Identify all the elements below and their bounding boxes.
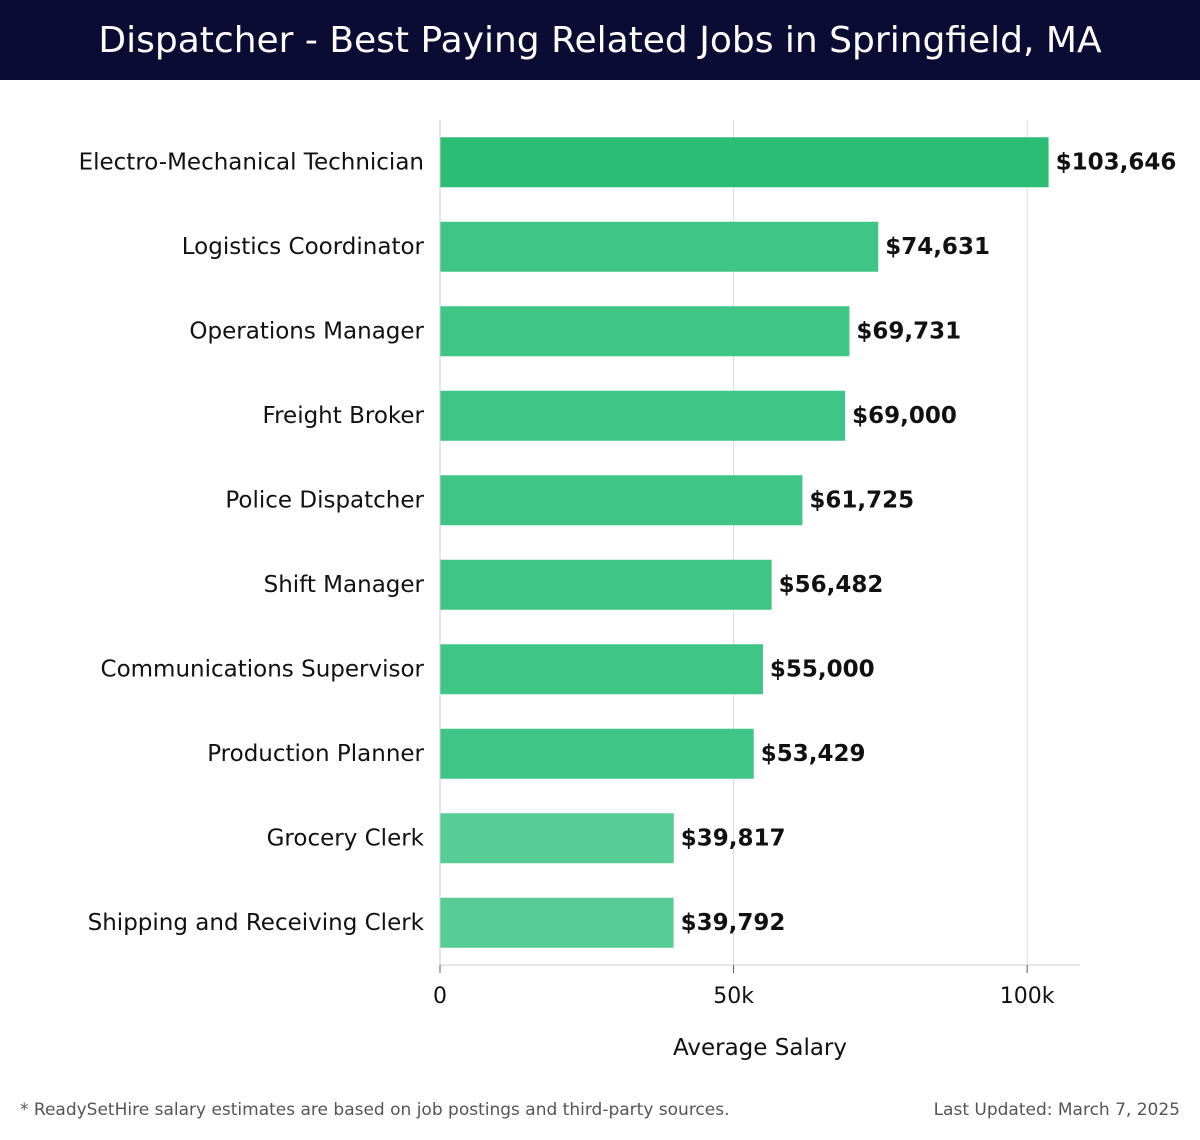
- category-label-2: Operations Manager: [189, 318, 424, 344]
- value-labels: $103,646 $74,631 $69,731 $69,000 $61,725 $56,…: [681, 149, 1177, 936]
- category-label-1: Logistics Coordinator: [182, 234, 425, 260]
- category-label-3: Freight Broker: [263, 403, 425, 429]
- category-label-5: Shift Manager: [264, 572, 425, 598]
- bar-8[interactable]: [440, 813, 674, 864]
- x-axis: 0 50k 100k: [433, 120, 1080, 1009]
- value-label-7: $53,429: [761, 741, 866, 767]
- category-label-0: Electro-Mechanical Technician: [79, 149, 424, 175]
- bar-0[interactable]: [440, 137, 1049, 188]
- value-label-4: $61,725: [809, 487, 914, 513]
- value-label-2: $69,731: [856, 318, 961, 344]
- value-label-0: $103,646: [1056, 149, 1177, 175]
- bar-1[interactable]: [440, 221, 879, 272]
- bar-6[interactable]: [440, 644, 763, 695]
- category-label-4: Police Dispatcher: [225, 487, 424, 513]
- value-label-8: $39,817: [681, 825, 786, 851]
- bar-9[interactable]: [440, 897, 674, 948]
- bars: [440, 137, 1049, 948]
- category-label-7: Production Planner: [207, 741, 424, 767]
- bar-2[interactable]: [440, 306, 850, 357]
- category-label-8: Grocery Clerk: [267, 825, 425, 851]
- x-tick-label-0: 0: [433, 984, 447, 1009]
- value-label-6: $55,000: [770, 656, 875, 682]
- bar-3[interactable]: [440, 390, 846, 441]
- footer-note: * ReadySetHire salary estimates are base…: [20, 1100, 730, 1120]
- x-tick-label-1: 50k: [713, 984, 754, 1009]
- value-label-1: $74,631: [885, 234, 990, 260]
- value-label-9: $39,792: [681, 910, 786, 936]
- category-label-9: Shipping and Receiving Clerk: [88, 910, 425, 936]
- bar-5[interactable]: [440, 559, 772, 610]
- value-label-3: $69,000: [852, 403, 957, 429]
- bar-chart: Electro-Mechanical Technician Logistics C…: [79, 120, 1177, 1061]
- category-labels: Electro-Mechanical Technician Logistics C…: [79, 149, 425, 936]
- x-axis-title: Average Salary: [673, 1035, 847, 1061]
- value-label-5: $56,482: [779, 572, 884, 598]
- x-tick-label-2: 100k: [1000, 984, 1055, 1009]
- chart-header: Dispatcher - Best Paying Related Jobs in…: [0, 0, 1200, 80]
- chart-title: Dispatcher - Best Paying Related Jobs in…: [98, 19, 1102, 61]
- last-updated: Last Updated: March 7, 2025: [933, 1100, 1180, 1120]
- bar-7[interactable]: [440, 728, 754, 779]
- bar-4[interactable]: [440, 475, 803, 526]
- category-label-6: Communications Supervisor: [101, 656, 425, 682]
